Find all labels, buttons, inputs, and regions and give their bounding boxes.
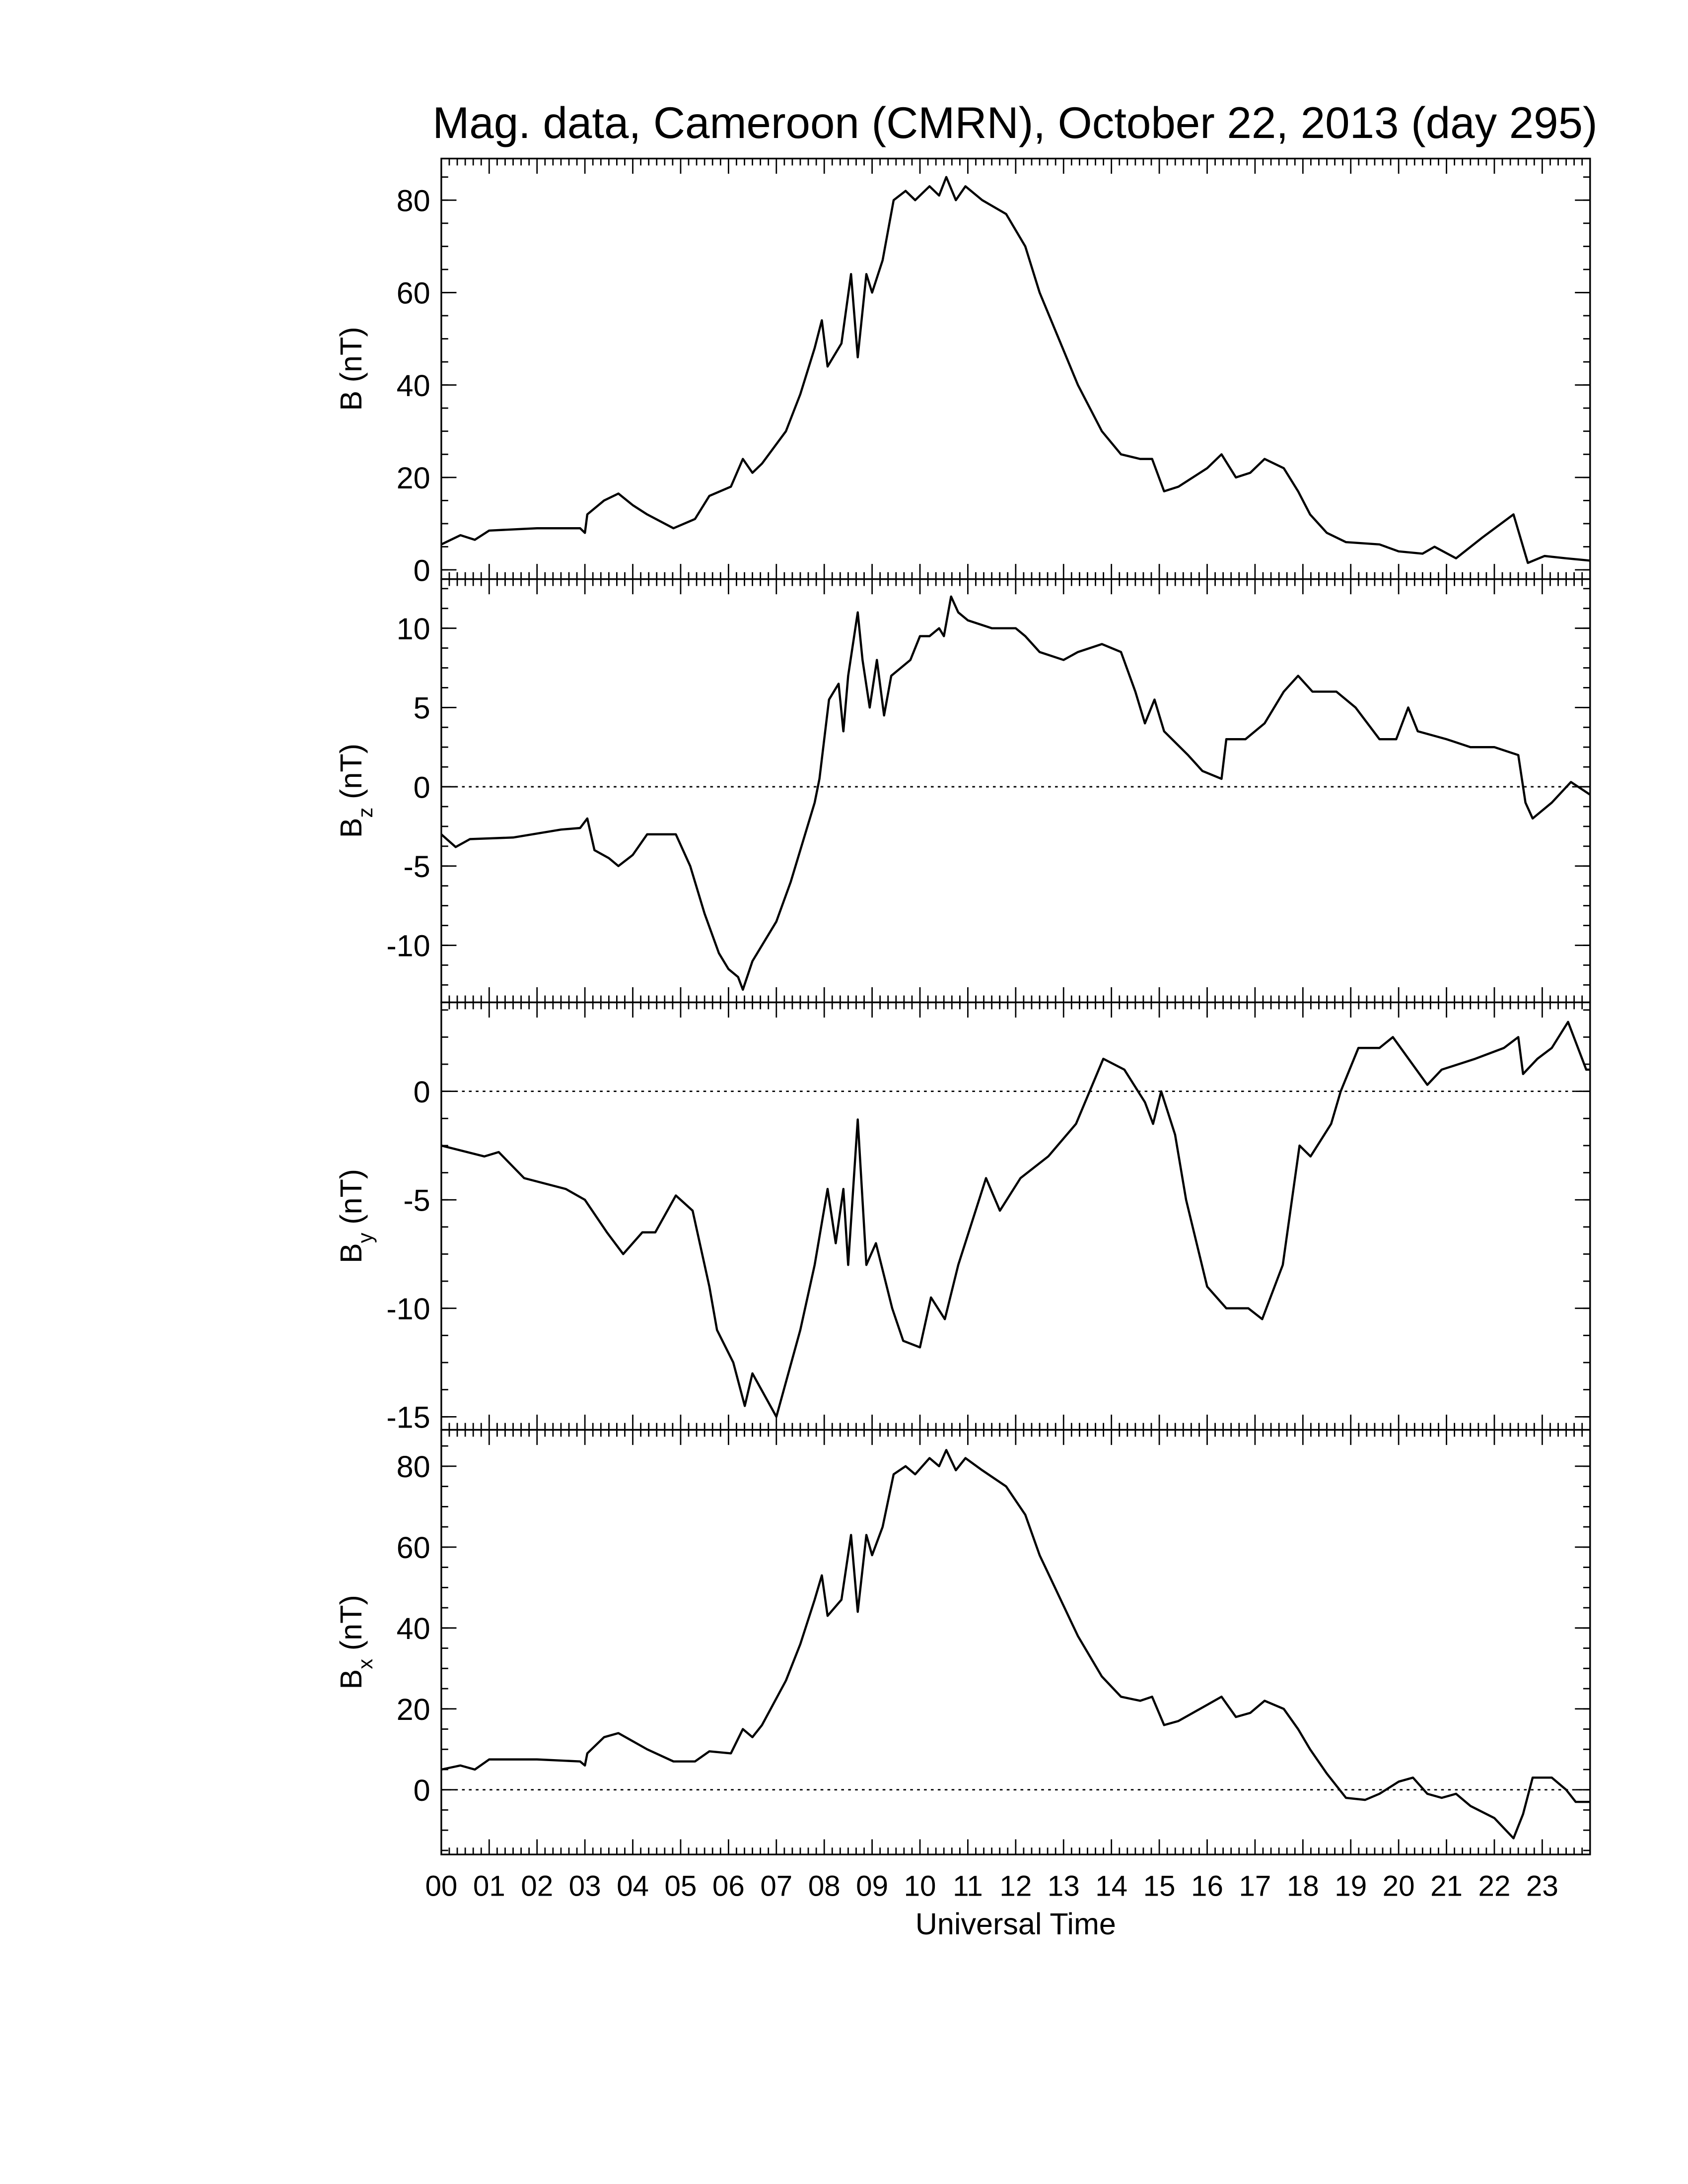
plot-frame (440, 1429, 1591, 1855)
y-tick-label: 0 (414, 553, 430, 587)
chart-title: Mag. data, Cameroon (CMRN), October 22, … (432, 98, 1597, 147)
data-line (440, 595, 1591, 991)
y-tick-label: 20 (397, 461, 430, 495)
y-tick-label: 80 (397, 1450, 430, 1484)
x-tick-label: 14 (1095, 1870, 1127, 1902)
y-tick-label: 0 (414, 1075, 430, 1109)
x-tick-label: 08 (808, 1870, 841, 1902)
y-axis-label-main: B (334, 1669, 368, 1690)
y-tick-label: 20 (397, 1693, 430, 1726)
x-axis-label: Universal Time (915, 1907, 1116, 1941)
y-tick-label: 10 (397, 612, 430, 646)
x-tick-label: 18 (1287, 1870, 1319, 1902)
x-tick-label: 20 (1383, 1870, 1415, 1902)
y-tick-label: 40 (397, 1612, 430, 1645)
x-tick-label: 05 (665, 1870, 697, 1902)
x-tick-label: 19 (1335, 1870, 1367, 1902)
x-tick-label: 04 (617, 1870, 649, 1902)
y-axis-label-unit: (nT) (334, 1595, 368, 1650)
y-axis-label-unit: (nT) (334, 744, 368, 799)
y-tick-label: -5 (403, 1183, 430, 1217)
y-axis-label-main: B (334, 391, 368, 411)
y-tick-label: 0 (414, 770, 430, 804)
y-tick-label: 5 (414, 691, 430, 725)
y-axis-label-sub: y (353, 1232, 377, 1243)
x-tick-label: 06 (712, 1870, 745, 1902)
x-tick-label: 16 (1191, 1870, 1223, 1902)
y-axis-label-main: B (334, 818, 368, 838)
y-tick-label: -10 (386, 929, 430, 963)
y-axis-label-main: B (334, 1243, 368, 1263)
data-line (441, 1449, 1590, 1840)
y-axis-label-unit: (nT) (334, 327, 368, 382)
plot-frame (440, 578, 1591, 1004)
y-tick-label: -15 (386, 1401, 430, 1434)
y-tick-label: 80 (397, 184, 430, 217)
x-tick-label: 22 (1478, 1870, 1511, 1902)
y-tick-label: -5 (403, 850, 430, 884)
plot-frame (440, 1001, 1591, 1431)
plot-frame (440, 157, 1591, 580)
y-axis-label: B (nT) (334, 327, 368, 410)
y-tick-label: 40 (397, 369, 430, 403)
y-axis-label-sub: x (353, 1659, 377, 1669)
y-tick-label: 0 (414, 1774, 430, 1807)
y-tick-label: 60 (397, 276, 430, 310)
data-line (440, 176, 1590, 564)
y-axis-label-sub: z (353, 808, 377, 818)
x-tick-label: 03 (569, 1870, 601, 1902)
y-axis-label: Bz (nT) (334, 744, 377, 838)
x-tick-label: 09 (856, 1870, 888, 1902)
x-tick-label: 13 (1048, 1870, 1080, 1902)
x-tick-label: 15 (1143, 1870, 1176, 1902)
y-axis-label-unit: (nT) (334, 1169, 368, 1225)
x-tick-label: 21 (1430, 1870, 1463, 1902)
x-tick-label: 02 (521, 1870, 553, 1902)
x-tick-label: 10 (904, 1870, 936, 1902)
data-line (441, 1021, 1590, 1418)
x-tick-label: 00 (425, 1870, 457, 1902)
x-tick-label: 11 (953, 1870, 983, 1902)
y-axis-label: Bx (nT) (334, 1595, 377, 1689)
x-tick-label: 07 (760, 1870, 792, 1902)
x-tick-label: 23 (1526, 1870, 1558, 1902)
x-tick-label: 17 (1239, 1870, 1271, 1902)
y-tick-label: -10 (386, 1292, 430, 1326)
y-axis-label: By (nT) (334, 1169, 377, 1263)
y-tick-label: 60 (397, 1531, 430, 1565)
x-tick-label: 01 (473, 1870, 505, 1902)
x-tick-label: 12 (999, 1870, 1032, 1902)
